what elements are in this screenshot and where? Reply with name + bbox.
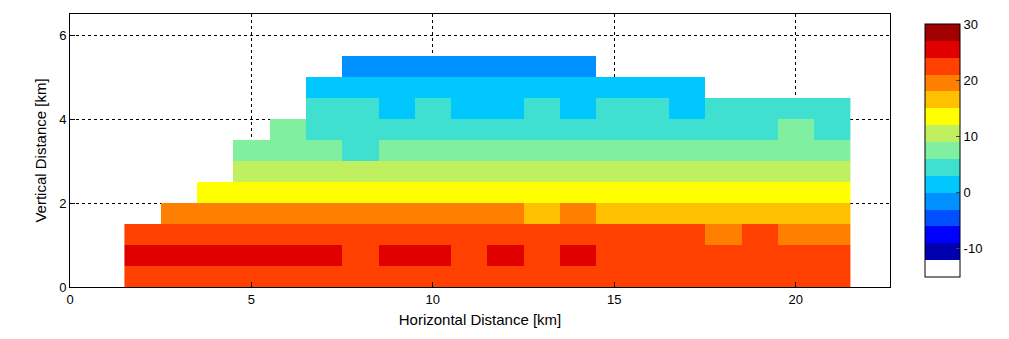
svg-text:0: 0 [964,185,971,200]
svg-text:-10: -10 [964,241,983,256]
svg-text:2: 2 [59,196,66,211]
svg-text:20: 20 [788,292,802,307]
svg-text:Vertical Distance [km]: Vertical Distance [km] [32,78,49,222]
svg-text:5: 5 [248,292,255,307]
svg-text:6: 6 [59,28,66,43]
svg-text:20: 20 [964,73,978,88]
svg-text:4: 4 [59,112,66,127]
svg-text:Horizontal Distance [km]: Horizontal Distance [km] [399,311,562,328]
svg-text:10: 10 [426,292,440,307]
svg-text:15: 15 [607,292,621,307]
svg-text:0: 0 [66,292,73,307]
svg-text:10: 10 [964,129,978,144]
svg-text:30: 30 [964,17,978,32]
svg-text:0: 0 [59,280,66,295]
